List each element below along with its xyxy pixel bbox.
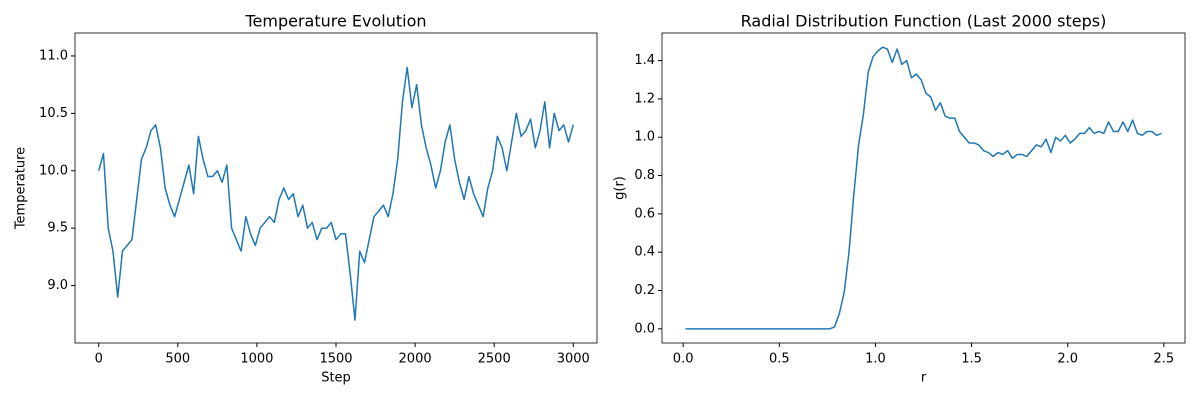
x-tick-label: 1500 xyxy=(319,352,352,367)
y-tick-label: 0.4 xyxy=(634,245,655,260)
x-tick-label: 500 xyxy=(165,352,190,367)
y-axis-label: g(r) xyxy=(613,176,628,200)
x-tick-label: 2.0 xyxy=(1057,352,1078,367)
x-tick-label: 1.0 xyxy=(865,352,886,367)
y-tick-label: 1.2 xyxy=(634,91,655,106)
x-axis-label: r xyxy=(921,371,927,386)
y-tick-label: 10.5 xyxy=(39,106,68,121)
x-tick-label: 2000 xyxy=(399,352,432,367)
x-tick-label: 2.5 xyxy=(1154,352,1175,367)
chart-title: Temperature Evolution xyxy=(244,12,426,31)
y-tick-label: 0.8 xyxy=(634,168,655,183)
y-tick-label: 9.0 xyxy=(47,278,68,293)
chart-title: Radial Distribution Function (Last 2000 … xyxy=(741,12,1107,31)
y-tick-label: 11.0 xyxy=(39,48,68,63)
axes-frame xyxy=(661,32,1186,344)
x-tick-label: 1.5 xyxy=(961,352,982,367)
data-line xyxy=(685,46,1162,330)
y-tick-label: 1.0 xyxy=(634,130,655,145)
x-tick-label: 1000 xyxy=(240,352,273,367)
y-tick-label: 0.2 xyxy=(634,283,655,298)
y-tick-label: 0.6 xyxy=(634,206,655,221)
x-tick-label: 3000 xyxy=(557,352,590,367)
x-axis-label: Step xyxy=(321,371,351,386)
x-tick-label: 0 xyxy=(95,352,103,367)
data-line xyxy=(98,66,574,321)
y-tick-label: 9.5 xyxy=(47,221,68,236)
x-tick-label: 2500 xyxy=(478,352,511,367)
y-axis-label: Temperature xyxy=(14,147,29,230)
y-tick-label: 0.0 xyxy=(634,321,655,336)
axes-frame xyxy=(74,32,598,344)
y-tick-label: 1.4 xyxy=(634,53,655,68)
y-tick-label: 10.0 xyxy=(39,163,68,178)
x-tick-label: 0.5 xyxy=(769,352,790,367)
x-tick-label: 0.0 xyxy=(673,352,694,367)
